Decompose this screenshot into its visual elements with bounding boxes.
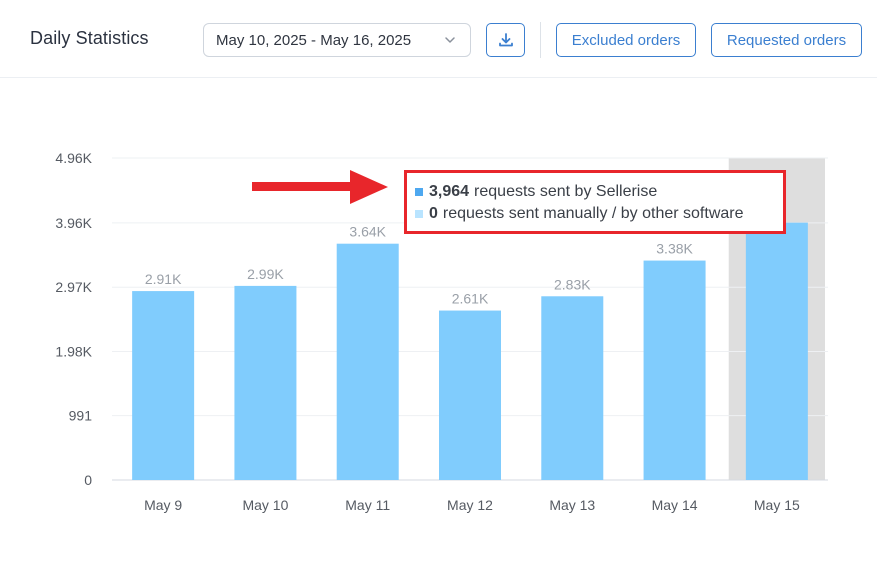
bar-may-13[interactable] — [541, 296, 604, 480]
bar-may-11[interactable] — [336, 243, 399, 480]
chevron-down-icon — [445, 37, 455, 43]
toolbar-divider — [540, 22, 541, 58]
sellerise-count: 3,964 — [429, 183, 470, 200]
requested-orders-button[interactable]: Requested orders — [711, 23, 862, 57]
y-tick-label: 1.98K — [55, 343, 92, 359]
x-tick-label: May 13 — [549, 497, 595, 513]
bar-value-label: 2.83K — [554, 276, 591, 292]
bar-value-label: 3.64K — [349, 224, 386, 240]
manual-text: requests sent manually / by other softwa… — [442, 205, 744, 222]
bar-value-label: 2.91K — [145, 271, 182, 287]
bar-may-12[interactable] — [439, 310, 501, 480]
x-tick-label: May 10 — [242, 497, 288, 513]
bar-value-label: 2.99K — [247, 266, 284, 282]
date-range-select[interactable]: May 10, 2025 - May 16, 2025 — [203, 23, 471, 57]
x-tick-label: May 12 — [447, 497, 493, 513]
sellerise-swatch — [415, 188, 423, 196]
y-tick-label: 0 — [84, 472, 92, 488]
header: Daily Statistics May 10, 2025 - May 16, … — [0, 0, 877, 78]
bar-value-label: 2.61K — [452, 291, 489, 307]
y-tick-label: 4.96K — [55, 150, 92, 166]
tooltip-row-sellerise: 3,964 requests sent by Sellerise — [415, 183, 657, 201]
bar-value-label: 3.38K — [656, 241, 693, 257]
bar-chart: 0 991 1.98K 2.97K 3.96K 4.96K 2.91K May 9 2.99K M… — [55, 150, 828, 513]
x-tick-label: May 14 — [652, 497, 698, 513]
excluded-orders-button[interactable]: Excluded orders — [556, 23, 696, 57]
tooltip-callout: 3,964 requests sent by Sellerise 0 reque… — [404, 170, 786, 234]
bar-may-10[interactable] — [234, 285, 297, 480]
x-tick-label: May 11 — [345, 497, 390, 513]
red-arrow-annotation — [252, 170, 388, 204]
bar-may-9[interactable] — [132, 291, 195, 480]
y-tick-label: 2.97K — [55, 279, 92, 295]
date-range-value: May 10, 2025 - May 16, 2025 — [216, 31, 412, 49]
sellerise-text: requests sent by Sellerise — [474, 183, 658, 200]
y-tick-label: 3.96K — [55, 215, 92, 231]
download-icon — [498, 33, 513, 47]
x-tick-label: May 15 — [754, 497, 800, 513]
bar-may-15[interactable] — [745, 222, 808, 481]
manual-count: 0 — [429, 205, 438, 222]
tooltip-row-manual: 0 requests sent manually / by other soft… — [415, 205, 744, 223]
x-tick-label: May 9 — [144, 497, 182, 513]
y-tick-label: 991 — [69, 408, 93, 424]
page-title: Daily Statistics — [30, 28, 149, 48]
manual-swatch — [415, 210, 423, 218]
download-button[interactable] — [486, 23, 525, 57]
bar-may-14[interactable] — [643, 260, 706, 480]
